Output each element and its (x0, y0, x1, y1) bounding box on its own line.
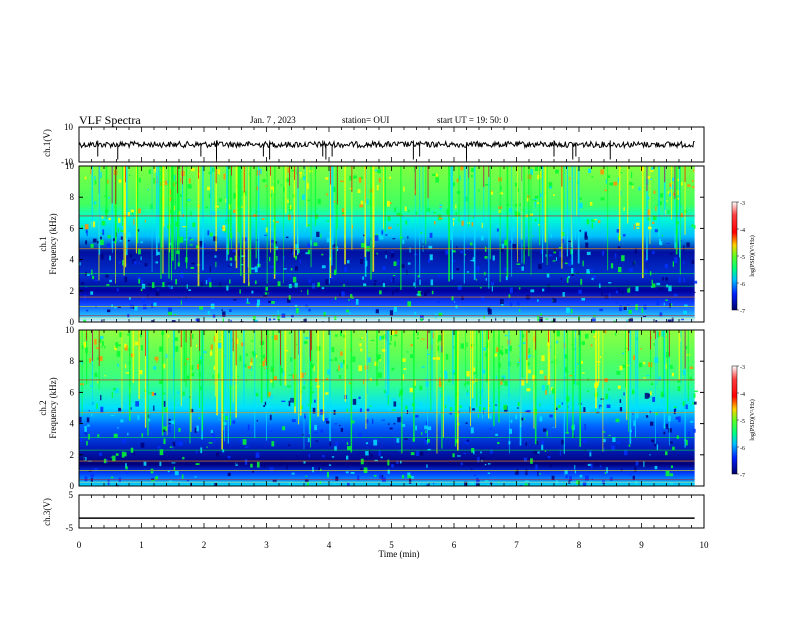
psd-field (79, 166, 695, 322)
spectrogram-body (79, 330, 704, 486)
ytick-label: 4 (70, 419, 75, 429)
colorbar-tick-label: -3 (740, 201, 745, 207)
ch1-waveform-panel: 10 -10 (61, 122, 705, 167)
spectrogram-ylabel: ch.1Frequency (kHz) (38, 213, 58, 274)
ch3-ytick-label: -5 (66, 523, 74, 533)
colorbar-tick-label: -4 (740, 228, 745, 234)
ch2-spectrogram-panel: 0 2 4 6 8 10 ch.2Frequency (kHz) (38, 325, 705, 491)
station-label: station= OUI (342, 115, 389, 125)
ytick-label: 0 (70, 317, 75, 327)
ytick-label: 8 (70, 192, 75, 202)
ch3-waveform-panel: 5 -5 (66, 490, 705, 533)
colorbar-tick-label: -5 (740, 255, 745, 261)
colorbar-tick-label: -6 (740, 282, 745, 288)
colorbar-tick-label: -5 (740, 419, 745, 425)
xtick-label: 7 (514, 540, 519, 550)
start-time-label: start UT = 19: 50: 0 (437, 115, 509, 125)
colorbar-label: log(PSD)(V²/Hz) (749, 235, 756, 276)
xtick-label: 0 (77, 540, 82, 550)
spectrogram-ylabel: ch.2Frequency (kHz) (38, 377, 58, 438)
ch1-trace (78, 139, 695, 150)
time-axis: 0 1 2 3 4 5 6 7 8 9 10 (77, 127, 709, 550)
ytick-label: 4 (70, 255, 75, 265)
colorbar-tick-label: -3 (740, 365, 745, 371)
ch1-spectrogram-panel: 0 2 4 6 8 10 ch.1Frequency (kHz) (38, 161, 705, 327)
ch3-ylabel: ch.3(V) (42, 498, 52, 526)
xtick-label: 2 (202, 540, 207, 550)
xtick-label: 8 (577, 540, 582, 550)
ch1-ytick-label: -10 (61, 157, 73, 167)
xtick-label: 9 (639, 540, 644, 550)
date-label: Jan. 7 , 2023 (250, 115, 296, 125)
ytick-label: 8 (70, 356, 75, 366)
xtick-label: 10 (700, 540, 710, 550)
spectrogram-body (79, 166, 704, 322)
xtick-label: 4 (327, 540, 332, 550)
figure-title: VLF Spectra (79, 113, 141, 127)
ytick-label: 0 (70, 481, 75, 491)
xaxis-label: Time (min) (379, 549, 420, 559)
ytick-label: 2 (70, 286, 75, 296)
xtick-label: 3 (264, 540, 269, 550)
ytick-label: 2 (70, 450, 75, 460)
colorbar-tick-label: -7 (740, 473, 745, 479)
ytick-label: 6 (70, 387, 75, 397)
ch1-plot-frame (78, 126, 705, 163)
ch1-colorbar: -3 -4 -5 -6 -7 log(PSD)(V²/Hz) (731, 201, 756, 315)
ch3-ytick-label: 5 (69, 490, 74, 500)
ytick-label: 10 (65, 161, 75, 171)
colorbar-tick-label: -6 (740, 446, 745, 452)
colorbar-label: log(PSD)(V²/Hz) (749, 399, 756, 440)
colorbar-tick-label: -4 (740, 392, 745, 398)
xtick-label: 6 (452, 540, 457, 550)
ch1-ytick-label: 10 (64, 122, 74, 132)
ch3-plot-frame (78, 494, 705, 529)
colorbar-tick-label: -7 (740, 309, 745, 315)
ch2-colorbar: -3 -4 -5 -6 -7 log(PSD)(V²/Hz) (731, 365, 756, 479)
xtick-label: 5 (389, 540, 394, 550)
ytick-label: 10 (65, 325, 75, 335)
colorbar-scale (731, 365, 738, 475)
ch1-ylabel: ch.1(V) (42, 129, 52, 157)
xtick-label: 1 (139, 540, 144, 550)
ytick-label: 6 (70, 223, 75, 233)
colorbar-scale (731, 201, 738, 311)
